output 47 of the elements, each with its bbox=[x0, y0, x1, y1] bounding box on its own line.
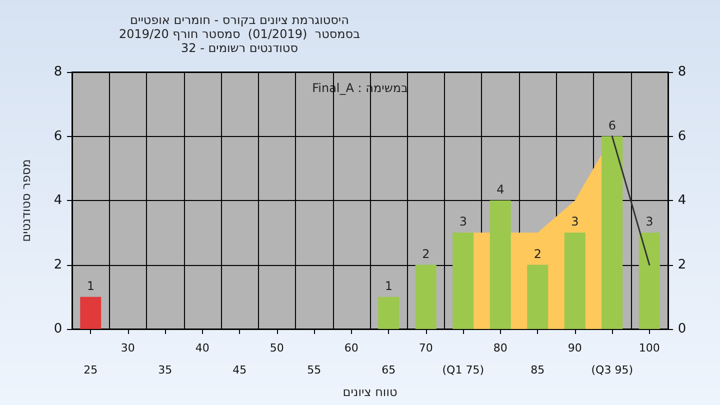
x-tick-label: 50 bbox=[270, 342, 284, 354]
bar bbox=[80, 296, 102, 329]
data-label: 2 bbox=[422, 246, 430, 261]
y2-tick-label: 8 bbox=[678, 64, 686, 80]
y2-tick-label: 6 bbox=[678, 128, 686, 144]
data-label: 1 bbox=[384, 278, 392, 293]
x-tick-label: (Q3 95) bbox=[591, 364, 633, 376]
y-tick-label: 6 bbox=[54, 128, 62, 144]
x-tick-label: (Q1 75) bbox=[442, 364, 484, 376]
bar bbox=[415, 264, 436, 329]
x-tick-label: 55 bbox=[307, 364, 322, 376]
x-tick-label: 60 bbox=[344, 342, 358, 354]
chart-title: היסטוגרמת ציונים בקורס - חומרים אופטיים בסמסטר (01/2019) סמסטר חורף 2019/20 סטודנטים רשומים - 32 bbox=[118, 13, 360, 55]
bar bbox=[452, 232, 474, 329]
y2-tick-label: 0 bbox=[678, 322, 686, 336]
y2-tick-label: 4 bbox=[678, 193, 686, 208]
data-label: 2 bbox=[534, 246, 542, 261]
bar bbox=[527, 264, 548, 329]
x-tick-label: 25 bbox=[84, 364, 98, 376]
x-tick-label: 40 bbox=[195, 342, 210, 354]
data-label: 3 bbox=[459, 214, 467, 229]
bar bbox=[564, 232, 586, 329]
bar bbox=[490, 200, 511, 329]
bar bbox=[602, 136, 623, 329]
bar bbox=[638, 232, 660, 329]
bar bbox=[378, 296, 400, 329]
y-tick-label: 8 bbox=[54, 64, 62, 80]
x-tick-label: 65 bbox=[382, 364, 396, 376]
data-label: 6 bbox=[608, 118, 616, 132]
x-tick-label: 35 bbox=[158, 364, 172, 376]
x-tick-label: 100 bbox=[638, 342, 660, 354]
x-tick-label: 80 bbox=[493, 342, 508, 354]
x-axis-title: טווח ציונים bbox=[342, 384, 398, 399]
data-label: 1 bbox=[86, 278, 94, 293]
y-axis-title: מספר סטודנטים bbox=[19, 159, 33, 242]
y-tick-label: 4 bbox=[54, 193, 62, 208]
x-tick-label: 70 bbox=[418, 342, 433, 354]
x-tick-label: 45 bbox=[232, 364, 247, 376]
data-label: 3 bbox=[646, 214, 654, 229]
x-tick-label: 30 bbox=[120, 342, 135, 354]
y-tick-label: 0 bbox=[54, 322, 62, 336]
y2-tick-label: 2 bbox=[678, 257, 686, 272]
x-tick-label: 90 bbox=[568, 342, 582, 354]
y-tick-label: 2 bbox=[54, 257, 62, 272]
data-label: 3 bbox=[571, 214, 579, 229]
x-tick-label: 85 bbox=[530, 364, 545, 376]
data-label: 4 bbox=[496, 182, 504, 196]
